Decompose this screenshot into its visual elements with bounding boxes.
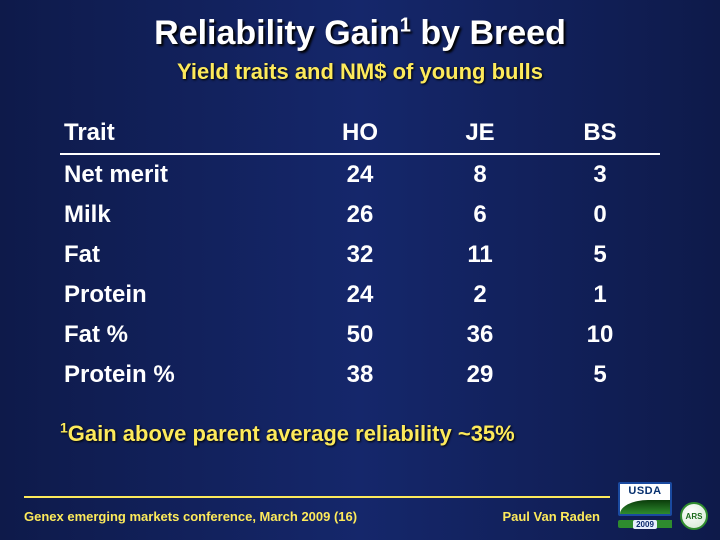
cell-value: 8 [420, 154, 540, 195]
year-chip: 2009 [618, 518, 672, 530]
cell-value: 6 [420, 195, 540, 235]
cell-trait: Milk [60, 195, 300, 235]
cell-value: 38 [300, 355, 420, 395]
col-header-je: JE [420, 113, 540, 154]
table-body: Net merit 24 8 3 Milk 26 6 0 Fat 32 11 5… [60, 154, 660, 395]
cell-value: 2 [420, 275, 540, 315]
table-row: Fat 32 11 5 [60, 235, 660, 275]
cell-value: 5 [540, 355, 660, 395]
cell-value: 24 [300, 154, 420, 195]
title-post: by Breed [411, 14, 566, 52]
title-area: Reliability Gain1 by Breed [0, 0, 720, 53]
footnote-superscript: 1 [60, 420, 68, 436]
cell-value: 29 [420, 355, 540, 395]
cell-trait: Net merit [60, 154, 300, 195]
data-table-wrap: Trait HO JE BS Net merit 24 8 3 Milk 26 … [60, 113, 660, 395]
cell-value: 11 [420, 235, 540, 275]
year-number: 2009 [633, 520, 657, 529]
col-header-trait: Trait [60, 113, 300, 154]
title-superscript: 1 [400, 15, 411, 37]
table-row: Protein 24 2 1 [60, 275, 660, 315]
title-pre: Reliability Gain [154, 14, 400, 52]
cell-value: 24 [300, 275, 420, 315]
slide-title: Reliability Gain1 by Breed [154, 14, 566, 53]
usda-swoosh [620, 500, 670, 514]
usda-logo: USDA [618, 482, 672, 516]
cell-trait: Protein [60, 275, 300, 315]
cell-value: 26 [300, 195, 420, 235]
col-header-bs: BS [540, 113, 660, 154]
usda-text: USDA [620, 485, 670, 497]
ars-text: ARS [686, 512, 703, 521]
table-row: Milk 26 6 0 [60, 195, 660, 235]
cell-value: 3 [540, 154, 660, 195]
year-bar: 2009 [618, 520, 672, 528]
footnote-text: Gain above parent average reliability ~3… [68, 421, 515, 446]
cell-trait: Protein % [60, 355, 300, 395]
cell-value: 5 [540, 235, 660, 275]
col-header-ho: HO [300, 113, 420, 154]
conference-label: Genex emerging markets conference, March… [24, 509, 357, 524]
table-header-row: Trait HO JE BS [60, 113, 660, 154]
logo-area: USDA 2009 ARS [618, 482, 708, 532]
reliability-table: Trait HO JE BS Net merit 24 8 3 Milk 26 … [60, 113, 660, 395]
cell-trait: Fat % [60, 315, 300, 355]
cell-value: 36 [420, 315, 540, 355]
author-label: Paul Van Raden [502, 509, 600, 524]
cell-value: 32 [300, 235, 420, 275]
cell-trait: Fat [60, 235, 300, 275]
footer-bar: Genex emerging markets conference, March… [0, 476, 720, 540]
table-row: Fat % 50 36 10 [60, 315, 660, 355]
cell-value: 0 [540, 195, 660, 235]
cell-value: 10 [540, 315, 660, 355]
ars-logo: ARS [680, 502, 708, 530]
table-row: Net merit 24 8 3 [60, 154, 660, 195]
cell-value: 50 [300, 315, 420, 355]
slide-subtitle: Yield traits and NM$ of young bulls [0, 59, 720, 85]
footer-divider [24, 496, 610, 498]
footnote: 1Gain above parent average reliability ~… [60, 421, 720, 447]
table-row: Protein % 38 29 5 [60, 355, 660, 395]
cell-value: 1 [540, 275, 660, 315]
